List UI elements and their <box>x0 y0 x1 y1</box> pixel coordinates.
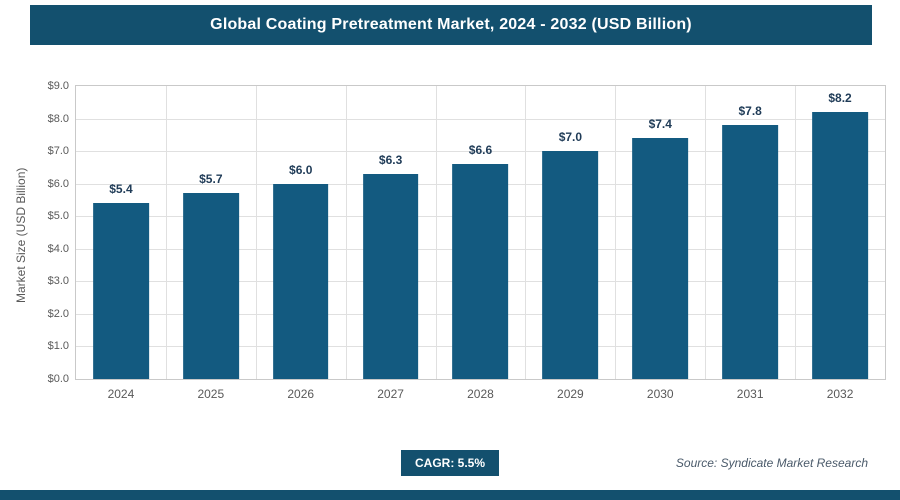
bar <box>542 151 599 379</box>
x-axis-label: 2026 <box>287 387 315 401</box>
bar-value-label: $5.7 <box>199 172 223 187</box>
cagr-badge: CAGR: 5.5% <box>400 450 500 476</box>
x-axis-label: 2031 <box>736 387 764 401</box>
x-axis-label: 2025 <box>197 387 225 401</box>
y-tick-label: $2.0 <box>47 307 69 320</box>
y-tick-label: $3.0 <box>47 275 69 288</box>
gridline-vertical <box>795 86 797 379</box>
y-axis-title: Market Size (USD Billion) <box>14 167 28 303</box>
bar-value-label: $6.6 <box>468 143 493 158</box>
bar-column: $8.2 2032 <box>795 86 885 401</box>
bar <box>272 183 329 379</box>
y-tick-label: $7.0 <box>47 145 69 158</box>
bar-column: $6.6 2028 <box>436 86 526 401</box>
x-axis-label: 2030 <box>646 387 674 401</box>
bar-chart: Market Size (USD Billion) $0.0 $1.0 $2.0 $3… <box>10 60 890 420</box>
x-axis-label: 2027 <box>377 387 404 401</box>
bar-value-label: $7.4 <box>648 117 672 132</box>
bar <box>452 164 509 379</box>
bar-value-label: $7.0 <box>558 130 583 145</box>
bar-value-label: $7.8 <box>738 104 762 119</box>
x-axis-label: 2029 <box>557 387 584 401</box>
bar-value-label: $5.4 <box>109 182 133 197</box>
bar-column: $7.0 2029 <box>525 86 615 401</box>
bar <box>182 193 239 379</box>
chart-title: Global Coating Pretreatment Market, 2024… <box>210 16 692 33</box>
bar <box>722 125 779 379</box>
y-tick-label: $0.0 <box>47 373 69 385</box>
gridline-vertical <box>165 86 167 379</box>
y-tick-label: $9.0 <box>47 80 69 92</box>
bar-column: $5.7 2025 <box>166 86 256 401</box>
x-axis-label: 2032 <box>826 387 854 401</box>
gridline-horizontal <box>76 151 885 153</box>
bar-column: $7.8 2031 <box>705 86 795 401</box>
bar <box>93 203 149 379</box>
bottom-accent-strip <box>0 490 900 500</box>
gridline-vertical <box>705 86 707 379</box>
chart-title-banner: Global Coating Pretreatment Market, 2024… <box>30 5 872 45</box>
bar-value-label: $6.3 <box>378 152 403 167</box>
bar-value-label: $8.2 <box>828 91 852 106</box>
gridline-vertical <box>255 86 257 379</box>
bar-column: $7.4 2030 <box>615 86 705 401</box>
plot-area: $0.0 $1.0 $2.0 $3.0 $4.0 $5.0 $6.0 $7.0 $8.0 $9.0… <box>48 80 886 401</box>
y-tick-label: $6.0 <box>47 177 69 190</box>
x-axis-label: 2028 <box>467 387 494 401</box>
gridline-vertical <box>615 86 617 379</box>
chart-footer: CAGR: 5.5% Source: Syndicate Market Rese… <box>0 448 900 478</box>
bar-column: $6.0 2026 <box>256 86 346 401</box>
y-tick-label: $8.0 <box>47 112 69 125</box>
y-tick-label: $1.0 <box>47 340 69 353</box>
source-text: Source: Syndicate Market Research <box>675 456 868 470</box>
x-axis-label: 2024 <box>107 387 135 401</box>
bar <box>812 112 868 379</box>
gridline-horizontal <box>76 118 885 120</box>
bar-column: $5.4 2024 <box>76 86 166 401</box>
gridline-vertical <box>525 86 527 379</box>
gridline-vertical <box>345 86 347 379</box>
y-tick-label: $5.0 <box>47 210 69 223</box>
y-tick-label: $4.0 <box>47 242 69 255</box>
bar-value-label: $6.0 <box>289 162 313 177</box>
bar-column: $6.3 2027 <box>346 86 436 401</box>
bar <box>362 173 419 379</box>
gridline-vertical <box>435 86 437 379</box>
bar <box>632 138 689 379</box>
